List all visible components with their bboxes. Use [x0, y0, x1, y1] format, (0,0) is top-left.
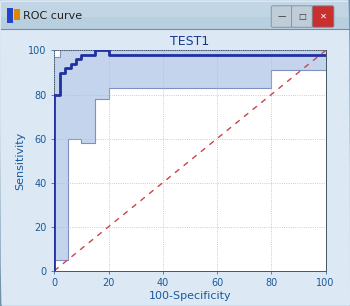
Text: —: —	[278, 12, 286, 21]
Text: □: □	[299, 12, 306, 21]
Y-axis label: Sensitivity: Sensitivity	[15, 132, 26, 190]
FancyBboxPatch shape	[312, 6, 334, 27]
Bar	[14, 9, 20, 20]
Text: ROC curve: ROC curve	[23, 11, 82, 21]
Bar	[1, 2, 349, 29]
Title: TEST1: TEST1	[170, 35, 210, 48]
FancyBboxPatch shape	[292, 6, 313, 27]
Bar	[7, 8, 13, 23]
FancyBboxPatch shape	[271, 6, 293, 27]
Text: ✕: ✕	[320, 12, 327, 21]
X-axis label: 100-Specificity: 100-Specificity	[148, 291, 231, 301]
Bar	[1, 2, 349, 17]
